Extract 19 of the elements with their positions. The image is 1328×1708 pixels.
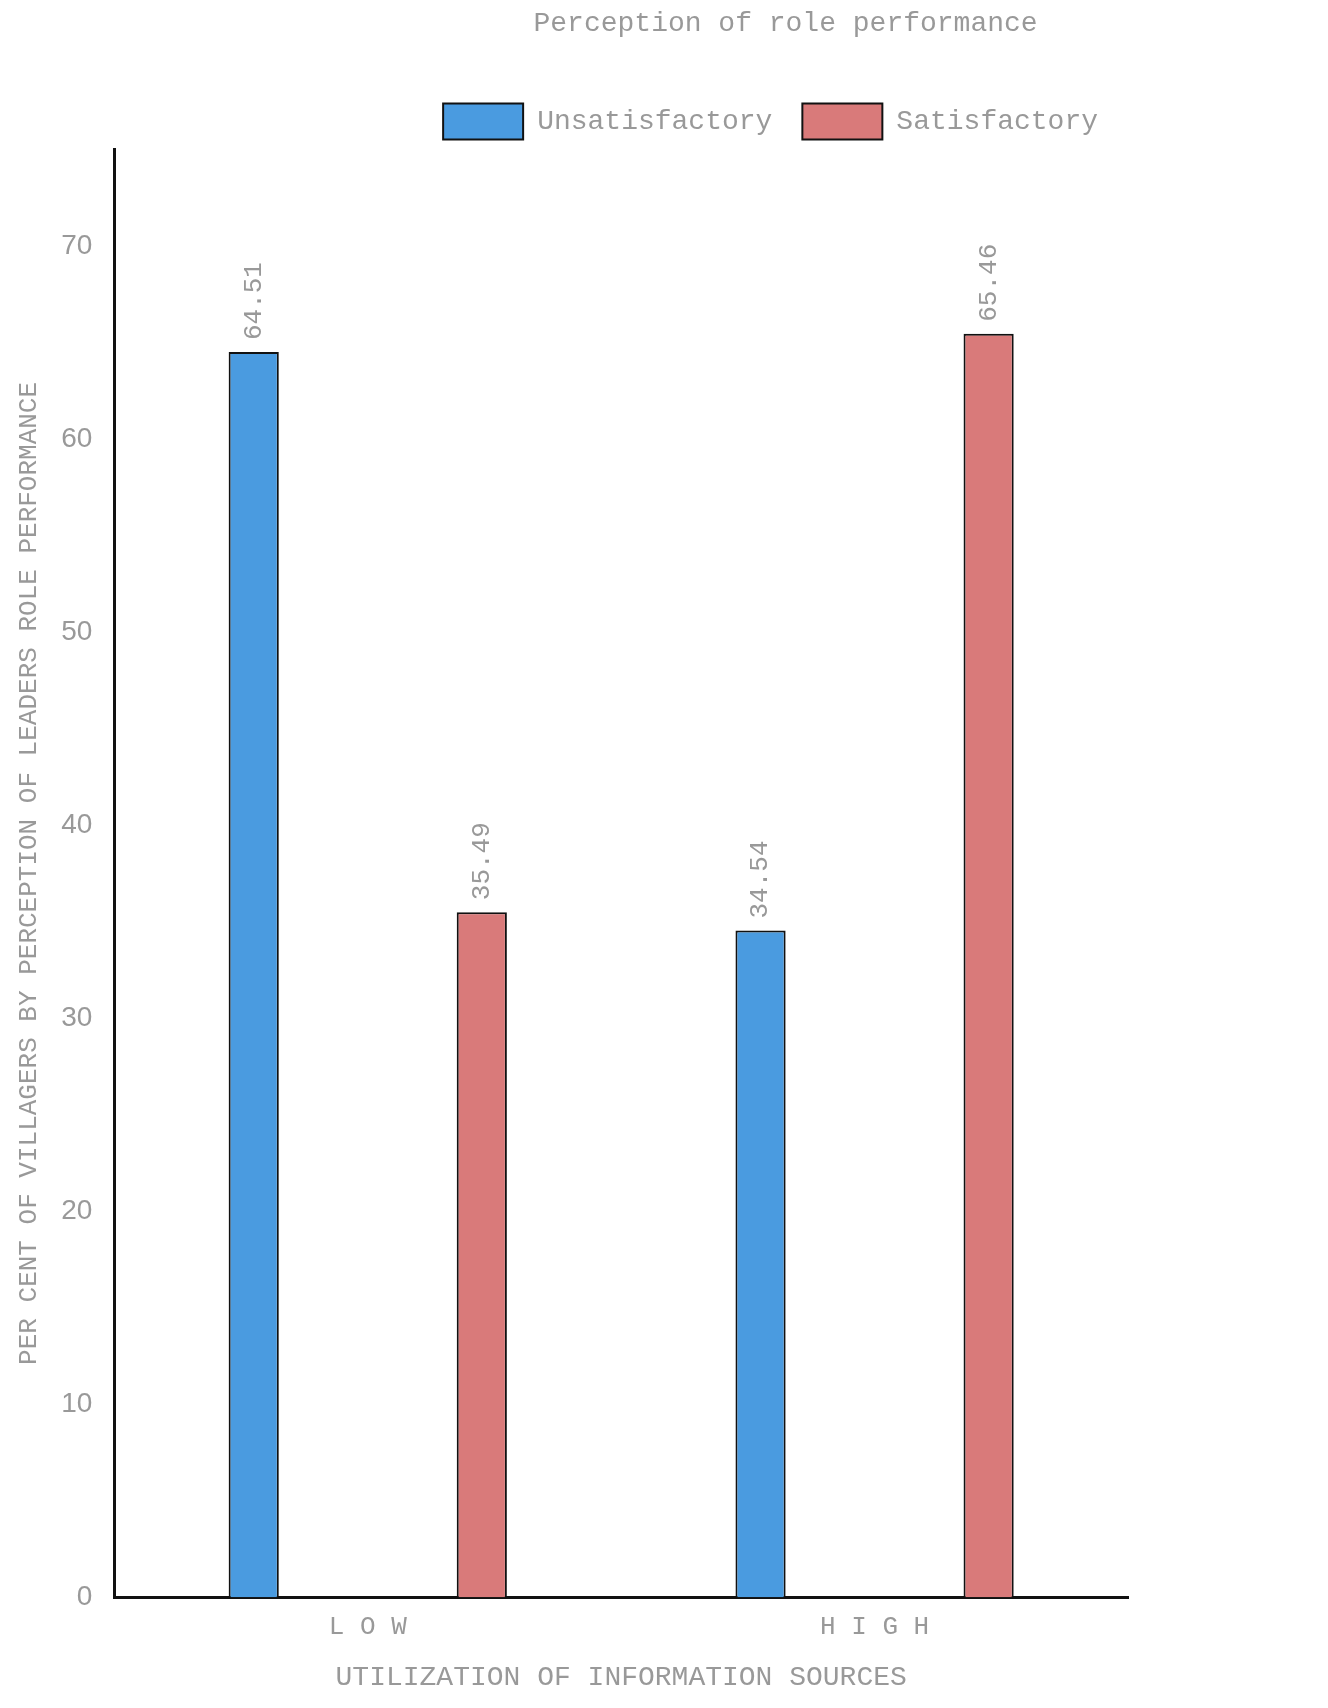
legend-title: Perception of role performance [533, 8, 1038, 40]
data-label: 35.49 [466, 822, 497, 901]
data-label: 34.54 [745, 840, 776, 919]
x-tick-label: L O W [328, 1611, 408, 1642]
x-tick-label: H I G H [819, 1611, 930, 1642]
legend-label: Unsatisfactory [537, 106, 773, 138]
y-tick-label: 40 [61, 807, 93, 839]
data-label: 64.51 [238, 262, 269, 341]
x-axis-title: UTILIZATION OF INFORMATION SOURCES [335, 1661, 907, 1693]
y-tick-label: 20 [61, 1193, 93, 1225]
legend-label: Satisfactory [896, 106, 1099, 138]
y-axis-title: PER CENT OF VILLAGERS BY PERCEPTION OF LEADERS ROLE PERFORMANCE [14, 381, 45, 1365]
y-tick-label: 0 [76, 1579, 93, 1611]
y-tick-label: 60 [61, 421, 93, 453]
data-label: 65.46 [973, 243, 1004, 322]
y-tick-label: 30 [61, 1000, 93, 1032]
y-tick-label: 50 [61, 614, 93, 646]
y-tick-label: 10 [61, 1386, 93, 1418]
y-tick-label: 70 [61, 228, 93, 260]
